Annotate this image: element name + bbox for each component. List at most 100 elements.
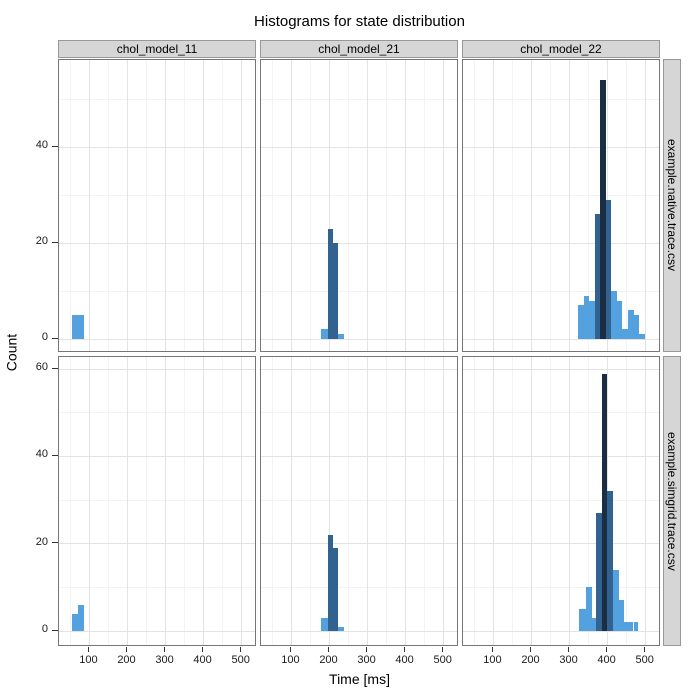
histogram-bar bbox=[591, 617, 596, 632]
y-major-gridline bbox=[463, 368, 659, 370]
histogram-bar bbox=[333, 548, 339, 632]
x-tick-label: 200 bbox=[117, 654, 136, 666]
histogram-bar bbox=[616, 300, 623, 339]
x-major-gridline bbox=[203, 60, 205, 351]
x-tick-label: 300 bbox=[559, 654, 578, 666]
y-minor-gridline bbox=[59, 194, 255, 196]
x-minor-gridline bbox=[473, 357, 475, 645]
x-minor-gridline bbox=[107, 357, 109, 645]
x-major-gridline bbox=[88, 357, 90, 645]
y-major-gridline bbox=[463, 242, 659, 244]
y-major-gridline bbox=[261, 455, 457, 457]
x-minor-gridline bbox=[107, 60, 109, 351]
x-minor-gridline bbox=[184, 357, 186, 645]
y-major-gridline bbox=[261, 630, 457, 632]
y-major-gridline bbox=[463, 338, 659, 340]
y-minor-gridline bbox=[261, 194, 457, 196]
x-tick-mark bbox=[366, 647, 368, 652]
y-minor-gridline bbox=[463, 98, 659, 100]
x-minor-gridline bbox=[588, 60, 590, 351]
histogram-bar bbox=[628, 310, 634, 339]
x-minor-gridline bbox=[222, 60, 224, 351]
panel-r1-c0 bbox=[58, 356, 256, 646]
facet-strip-col-chol_model_11: chol_model_11 bbox=[58, 40, 256, 58]
histogram-bar bbox=[605, 199, 612, 339]
histogram-bar bbox=[623, 622, 629, 632]
x-major-gridline bbox=[531, 357, 532, 645]
x-tick-mark bbox=[289, 647, 291, 652]
histogram-bar bbox=[577, 305, 584, 339]
x-tick-mark bbox=[328, 647, 329, 652]
x-major-gridline bbox=[88, 60, 90, 351]
x-tick-mark bbox=[568, 647, 570, 652]
x-tick-mark bbox=[164, 647, 166, 652]
histogram-bar bbox=[71, 315, 78, 339]
x-tick-mark bbox=[491, 647, 493, 652]
y-major-gridline bbox=[261, 338, 457, 340]
x-tick-label: 400 bbox=[597, 654, 616, 666]
x-minor-gridline bbox=[348, 60, 350, 351]
y-major-gridline bbox=[59, 146, 255, 148]
y-major-gridline bbox=[261, 543, 457, 545]
y-tick-label: 20 bbox=[35, 235, 48, 248]
histogram-bar bbox=[601, 373, 607, 632]
x-minor-gridline bbox=[550, 60, 552, 351]
y-major-gridline bbox=[463, 630, 659, 632]
x-minor-gridline bbox=[184, 60, 186, 351]
histogram-bar bbox=[77, 315, 84, 339]
x-minor-gridline bbox=[222, 357, 224, 645]
histogram-bar bbox=[618, 600, 624, 632]
x-major-gridline bbox=[405, 60, 407, 351]
y-minor-gridline bbox=[59, 98, 255, 100]
chart-title: Histograms for state distribution bbox=[254, 13, 465, 30]
histogram-bar bbox=[338, 626, 345, 632]
y-minor-gridline bbox=[463, 586, 659, 588]
histogram-bar bbox=[320, 617, 328, 632]
x-minor-gridline bbox=[348, 357, 350, 645]
x-minor-gridline bbox=[69, 60, 71, 351]
x-major-gridline bbox=[290, 60, 292, 351]
x-major-gridline bbox=[290, 357, 292, 645]
x-minor-gridline bbox=[271, 357, 273, 645]
y-tick-label: 0 bbox=[41, 331, 48, 343]
histogram-bar bbox=[606, 491, 613, 632]
x-tick-label: 100 bbox=[79, 654, 98, 666]
facet-strip-row-example.native.trace.csv: example.native.trace.csv bbox=[663, 59, 681, 352]
x-minor-gridline bbox=[146, 357, 148, 645]
x-minor-gridline bbox=[271, 60, 273, 351]
y-major-gridline bbox=[59, 338, 255, 340]
x-minor-gridline bbox=[424, 357, 426, 645]
x-minor-gridline bbox=[550, 357, 552, 645]
y-major-gridline bbox=[261, 146, 457, 148]
x-tick-label: 500 bbox=[433, 654, 452, 666]
y-tick-label: 0 bbox=[41, 623, 48, 636]
histogram-bar bbox=[320, 329, 328, 339]
facet-strip-row-example.simgrid.trace.csv: example.simgrid.trace.csv bbox=[663, 356, 681, 646]
x-minor-gridline bbox=[626, 60, 628, 351]
x-minor-gridline bbox=[309, 357, 311, 645]
x-tick-label: 100 bbox=[483, 654, 502, 666]
x-tick-label: 400 bbox=[193, 654, 212, 666]
x-tick-label: 100 bbox=[281, 654, 300, 666]
x-major-gridline bbox=[165, 357, 167, 645]
x-tick-mark bbox=[126, 647, 127, 652]
histogram-bar bbox=[594, 214, 600, 339]
y-tick-label: 40 bbox=[35, 448, 48, 461]
x-major-gridline bbox=[329, 60, 330, 351]
x-tick-label: 200 bbox=[319, 654, 338, 666]
histogram-bar bbox=[579, 609, 586, 632]
x-minor-gridline bbox=[309, 60, 311, 351]
y-tick-mark bbox=[52, 145, 58, 147]
x-tick-mark bbox=[530, 647, 531, 652]
y-tick-mark bbox=[52, 542, 58, 544]
x-tick-mark bbox=[202, 647, 204, 652]
histogram-bar bbox=[611, 291, 617, 339]
histogram-bar bbox=[77, 604, 84, 632]
x-major-gridline bbox=[443, 60, 445, 351]
y-minor-gridline bbox=[261, 586, 457, 588]
histogram-bar bbox=[583, 295, 589, 339]
panel-r1-c1 bbox=[260, 356, 458, 646]
y-minor-gridline bbox=[59, 499, 255, 501]
histogram-bar bbox=[71, 613, 78, 632]
x-tick-label: 400 bbox=[395, 654, 414, 666]
